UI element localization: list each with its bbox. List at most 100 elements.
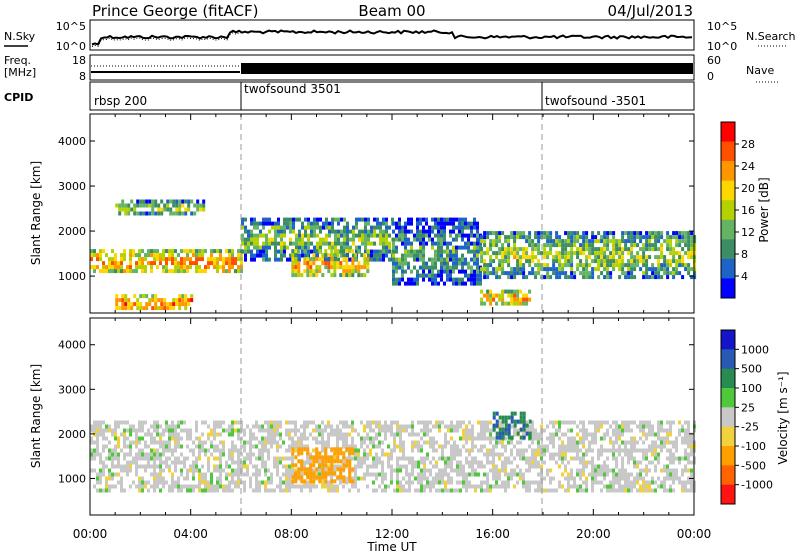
power-cell [291, 269, 295, 274]
velocity-cell [669, 484, 672, 489]
velocity-cell [657, 476, 660, 481]
velocity-cell [456, 480, 459, 485]
power-data-layer [90, 199, 697, 311]
velocity-cell [396, 468, 399, 473]
velocity-cell [336, 451, 340, 456]
power-cell [476, 225, 479, 230]
velocity-cell [108, 456, 111, 461]
velocity-cell [336, 455, 340, 460]
power-cell [684, 267, 688, 272]
power-cell [289, 217, 292, 222]
power-cell [295, 233, 298, 238]
velocity-cell [666, 440, 669, 445]
power-cell [513, 235, 517, 240]
velocity-cell [423, 456, 426, 461]
velocity-cell [243, 444, 246, 449]
velocity-cell [582, 424, 585, 429]
velocity-cell [354, 476, 357, 481]
power-cell [318, 257, 322, 262]
velocity-cell [651, 476, 654, 481]
velocity-cell [468, 484, 471, 489]
power-cell [351, 257, 355, 262]
velocity-cell [531, 480, 534, 485]
power-cell [669, 263, 673, 268]
power-cell [225, 269, 228, 274]
power-cell [480, 301, 484, 306]
power-cell [489, 297, 493, 302]
velocity-cell [375, 432, 378, 437]
velocity-cell [354, 456, 357, 461]
power-cell [404, 249, 407, 254]
velocity-cell [273, 424, 276, 429]
velocity-cell [663, 440, 666, 445]
power-cell [537, 267, 541, 272]
power-cell [413, 233, 416, 238]
velocity-cell [669, 476, 672, 481]
velocity-cell [111, 448, 114, 453]
velocity-cell [387, 484, 390, 489]
velocity-cell [411, 464, 414, 469]
velocity-cell [120, 476, 123, 481]
power-cell [513, 251, 517, 256]
power-cell [247, 237, 250, 242]
power-cell [388, 257, 391, 262]
power-cell [419, 237, 422, 242]
power-cell [294, 273, 298, 278]
power-cell [307, 225, 310, 230]
velocity-cell [432, 464, 435, 469]
power-cell [404, 257, 407, 262]
power-cell [348, 265, 352, 270]
power-cell [157, 306, 161, 311]
power-cell [118, 203, 122, 208]
power-cell [434, 221, 437, 226]
velocity-cell [441, 448, 444, 453]
velocity-cell [117, 460, 120, 465]
power-cell [321, 273, 325, 278]
velocity-cell [309, 460, 312, 465]
power-cell [150, 261, 153, 266]
power-cell [555, 271, 559, 276]
power-cell [648, 255, 652, 260]
power-cell [336, 249, 340, 254]
velocity-cell [621, 460, 624, 465]
power-cell [150, 265, 153, 270]
velocity-cell [171, 436, 174, 441]
power-cell [654, 239, 658, 244]
velocity-cell [270, 488, 273, 493]
velocity-cell [486, 472, 489, 477]
power-cell [570, 247, 574, 252]
velocity-cell [366, 432, 369, 437]
velocity-cell [492, 427, 496, 432]
power-cell [495, 243, 499, 248]
velocity-cell [306, 480, 309, 485]
velocity-cell [645, 484, 648, 489]
power-cell [337, 241, 340, 246]
velocity-cell [174, 444, 177, 449]
power-cell [612, 239, 616, 244]
power-colorbar-tick-label-6: 28 [741, 138, 755, 151]
power-cell [198, 253, 201, 258]
power-cell [582, 247, 586, 252]
power-cell [407, 237, 410, 242]
power-cell [489, 255, 493, 260]
power-cell [361, 241, 364, 246]
velocity-cell [459, 424, 462, 429]
velocity-cell [429, 480, 432, 485]
power-cell [373, 225, 376, 230]
power-cell [404, 245, 407, 250]
velocity-cell [588, 472, 591, 477]
velocity-cell [330, 484, 333, 489]
velocity-cell [345, 436, 348, 441]
power-cell [600, 247, 604, 252]
power-cell [328, 225, 331, 230]
velocity-cell [492, 476, 495, 481]
power-cell [479, 241, 482, 246]
power-cell [564, 263, 568, 268]
velocity-cell [288, 428, 291, 433]
power-cell [537, 263, 541, 268]
velocity-cell [486, 456, 489, 461]
power-cell [274, 229, 277, 234]
power-cell [136, 302, 140, 307]
velocity-cell [621, 440, 624, 445]
velocity-cell [684, 432, 687, 437]
